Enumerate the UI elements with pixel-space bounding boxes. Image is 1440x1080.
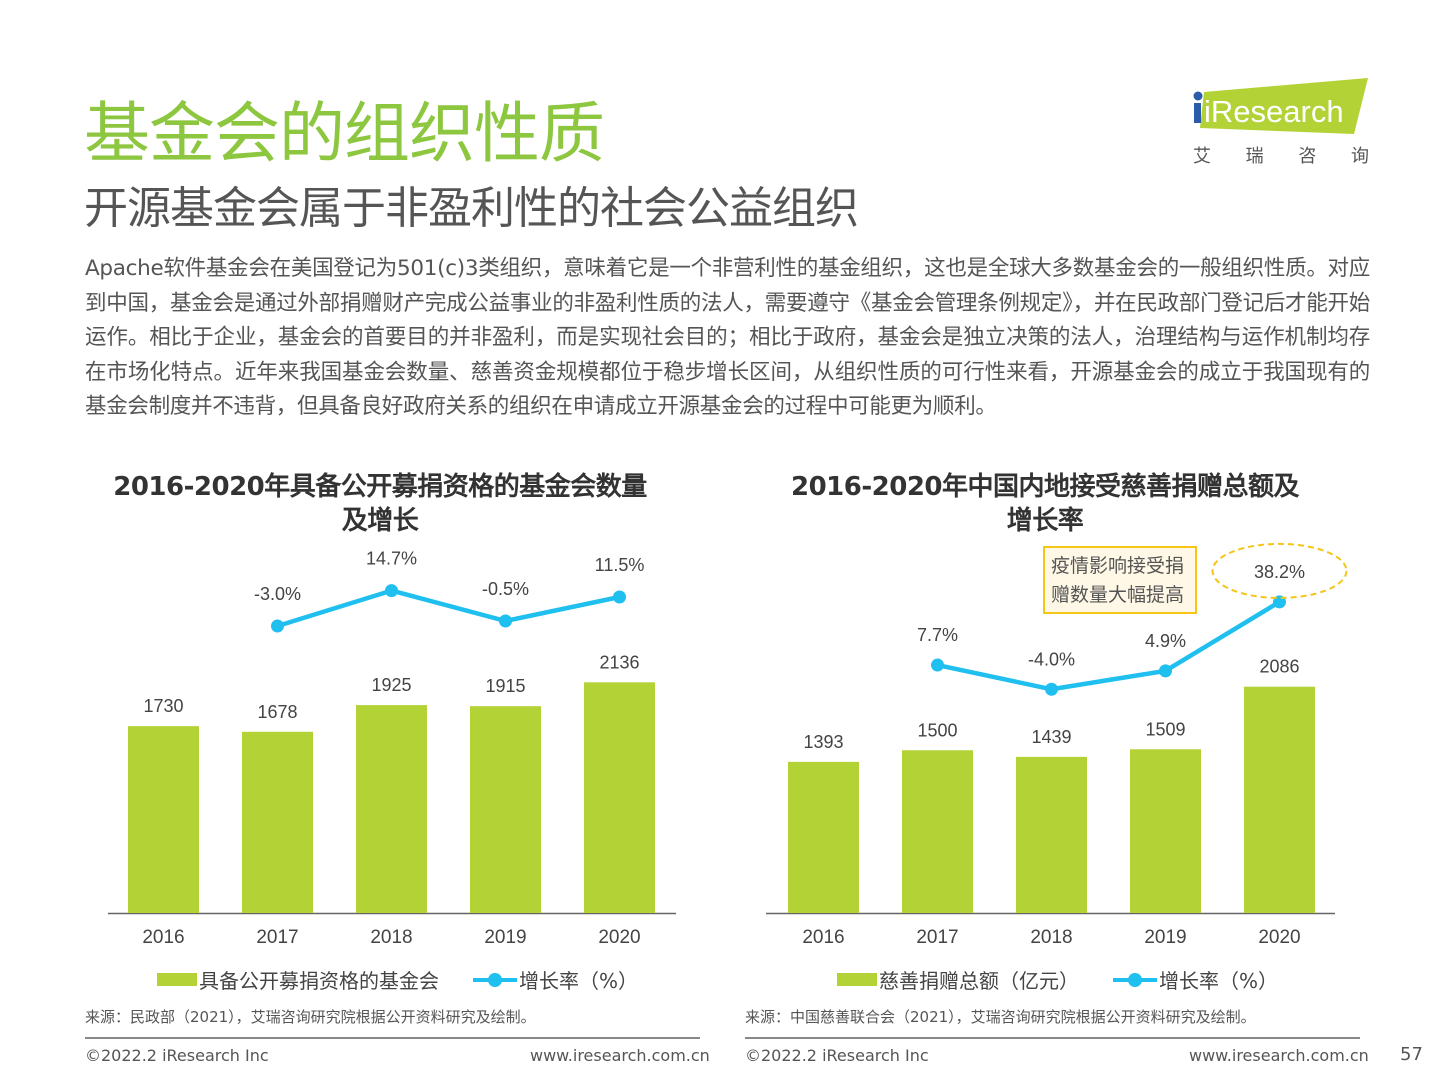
footer-copyright-left: ©2022.2 iResearch Inc — [85, 1046, 269, 1065]
bar-2017 — [902, 750, 973, 913]
bar-2016 — [788, 761, 859, 913]
x-tick-label: 2016 — [142, 927, 184, 948]
chart-1-title: 2016-2020年具备公开募捐资格的基金会数量 及增长 — [90, 470, 670, 538]
bar-value-label: 1915 — [485, 676, 525, 696]
legend-line-label: 增长率（%） — [1159, 969, 1279, 993]
bar-2020 — [1244, 686, 1315, 913]
bar-value-label: 1393 — [803, 732, 843, 752]
growth-rate-label: -0.5% — [482, 579, 529, 599]
x-tick-label: 2020 — [598, 927, 640, 948]
growth-rate-label: 4.9% — [1145, 631, 1186, 651]
page-number: 57 — [1400, 1044, 1423, 1065]
growth-rate-label: -4.0% — [1028, 649, 1075, 669]
logo-cn-char: 瑞 — [1245, 146, 1264, 167]
bar-2018 — [356, 705, 427, 913]
bar-value-label: 2136 — [599, 652, 639, 672]
annotation-callout: 疫情影响接受捐 赠数量大幅提高 — [1043, 546, 1197, 614]
footer-divider-left — [85, 1037, 700, 1039]
x-tick-label: 2017 — [916, 927, 958, 948]
logo-cn-char: 咨 — [1298, 146, 1317, 167]
chart-2-plot: 1393 2016 1500 2017 1439 2018 1509 2019 2086 2020… — [766, 542, 1348, 948]
x-tick-label: 2016 — [802, 927, 844, 948]
legend-line-swatch — [1113, 972, 1157, 987]
x-tick-label: 2020 — [1258, 927, 1300, 948]
bar-2020 — [584, 682, 655, 913]
growth-rate-label: 11.5% — [595, 555, 645, 575]
growth-rate-label: 7.7% — [917, 625, 958, 645]
footer-url-right[interactable]: www.iresearch.com.cn — [1189, 1046, 1369, 1065]
bar-value-label: 1509 — [1145, 719, 1185, 739]
legend-bar-swatch — [157, 973, 197, 986]
growth-rate-line — [937, 600, 1281, 692]
x-tick-label: 2019 — [1144, 927, 1186, 948]
growth-rate-point-2020 — [613, 590, 626, 604]
footer-url-left[interactable]: www.iresearch.com.cn — [530, 1046, 710, 1065]
x-tick-label: 2017 — [256, 927, 298, 948]
growth-rate-label: 38.2% — [1254, 562, 1305, 582]
growth-rate-point-2018 — [1045, 682, 1058, 696]
legend-line-label: 增长率（%） — [519, 969, 639, 993]
growth-rate-label: -3.0% — [254, 584, 301, 604]
legend-line-swatch — [473, 972, 517, 987]
chart-1-legend: 具备公开募捐资格的基金会 增长率（%） — [157, 965, 638, 994]
growth-rate-point-2017 — [931, 658, 944, 672]
x-tick-label: 2019 — [484, 927, 526, 948]
chart-1-plot: 1730 2016 1678 2017 1925 2018 1915 2019 2136 2020… — [108, 549, 676, 948]
bar-value-label: 1925 — [371, 675, 411, 695]
growth-rate-point-2017 — [271, 619, 284, 633]
page-title: 基金会的组织性质 — [84, 95, 605, 172]
bar-value-label: 1730 — [143, 696, 183, 716]
bar-2016 — [128, 726, 199, 913]
logo-dot — [1193, 91, 1203, 101]
growth-rate-label: 14.7% — [366, 549, 417, 569]
bar-2018 — [1016, 756, 1087, 913]
bar-2017 — [242, 731, 313, 913]
logo-cn-char: 艾 — [1193, 146, 1211, 167]
chart-2-title-line1: 2016-2020年中国内地接受慈善捐赠总额及 — [790, 472, 1300, 502]
chart-1-title-line1: 2016-2020年具备公开募捐资格的基金会数量 — [113, 472, 647, 502]
footer-divider-right — [745, 1037, 1360, 1039]
growth-rate-point-2019 — [1159, 664, 1172, 678]
chart-2-title: 2016-2020年中国内地接受慈善捐赠总额及 增长率 — [745, 470, 1345, 538]
bar-value-label: 2086 — [1259, 657, 1299, 677]
bar-value-label: 1439 — [1031, 727, 1071, 747]
logo-parallelogram — [1200, 78, 1368, 134]
body-paragraph: Apache软件基金会在美国登记为501(c)3类组织，意味着它是一个非营利性的… — [85, 256, 1370, 419]
chart-1-source: 来源：民政部（2021），艾瑞咨询研究院根据公开资料研究及绘制。 — [85, 1008, 536, 1026]
x-tick-label: 2018 — [370, 927, 412, 948]
chart-1-title-line2: 及增长 — [341, 506, 419, 536]
growth-rate-line — [276, 588, 620, 629]
chart-2-title-line2: 增长率 — [1006, 506, 1084, 536]
growth-rate-point-2018 — [385, 584, 398, 598]
x-tick-label: 2018 — [1030, 927, 1072, 948]
bar-2019 — [1130, 749, 1201, 913]
legend-bar-swatch — [837, 973, 877, 986]
logo-cn-char: 询 — [1350, 146, 1369, 167]
logo-text: iResearch — [1204, 94, 1344, 129]
bar-value-label: 1500 — [917, 720, 957, 740]
footer-copyright-right: ©2022.2 iResearch Inc — [745, 1046, 929, 1065]
legend-bar-label: 具备公开募捐资格的基金会 — [199, 969, 439, 993]
highlight-ellipse — [1211, 542, 1348, 599]
annotation-line2: 赠数量大幅提高 — [1051, 584, 1185, 606]
chart-2-source: 来源：中国慈善联合会（2021），艾瑞咨询研究院根据公开资料研究及绘制。 — [745, 1008, 1256, 1026]
legend-bar-label: 慈善捐赠总额（亿元） — [879, 969, 1079, 993]
growth-rate-point-2019 — [499, 614, 512, 628]
iresearch-logo: iResearch — [1190, 78, 1370, 168]
chart-2-legend: 慈善捐赠总额（亿元） 增长率（%） — [837, 965, 1278, 994]
bar-value-label: 1678 — [257, 702, 297, 722]
annotation-line1: 疫情影响接受捐 — [1051, 555, 1185, 577]
page-subtitle: 开源基金会属于非盈利性的社会公益组织 — [84, 183, 859, 234]
bar-2019 — [470, 706, 541, 913]
logo-i-stem — [1194, 103, 1201, 123]
logo-cn-text: 艾 瑞 咨 询 — [1193, 142, 1369, 168]
